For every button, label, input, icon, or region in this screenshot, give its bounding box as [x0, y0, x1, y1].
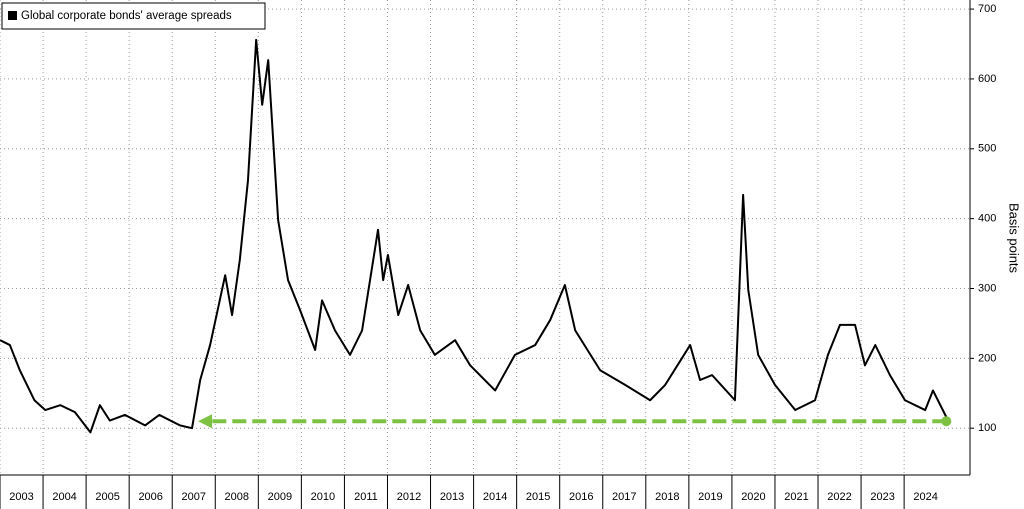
legend-swatch — [8, 11, 17, 20]
y-tick-label: 100 — [978, 422, 996, 434]
x-tick-label: 2009 — [268, 491, 292, 503]
y-axis-label: Basis points — [1007, 203, 1022, 274]
x-tick-label: 2011 — [354, 491, 378, 503]
x-tick-label: 2012 — [397, 491, 421, 503]
y-tick-label: 200 — [978, 352, 996, 364]
y-tick-label: 500 — [978, 143, 996, 155]
legend-box — [1, 2, 266, 30]
x-tick-label: 2008 — [225, 491, 249, 503]
x-tick-label: 2005 — [95, 491, 119, 503]
grid — [0, 0, 970, 475]
x-tick-label: 2006 — [138, 491, 162, 503]
x-tick-label: 2015 — [526, 491, 550, 503]
x-tick-label: 2021 — [784, 491, 808, 503]
x-tick-label: 2023 — [870, 491, 894, 503]
x-tick-label: 2004 — [52, 491, 76, 503]
y-tick-label: 300 — [978, 282, 996, 294]
x-tick-label: 2007 — [181, 491, 205, 503]
x-tick-label: 2013 — [440, 491, 464, 503]
series-line — [0, 38, 949, 434]
x-tick-label: 2019 — [698, 491, 722, 503]
x-tick-label: 2017 — [612, 491, 636, 503]
arrow-head — [198, 414, 213, 429]
legend-label: Global corporate bonds' average spreads — [21, 10, 232, 22]
marks — [0, 38, 952, 434]
y-tick-label: 600 — [978, 73, 996, 85]
x-tick-label: 2020 — [741, 491, 765, 503]
arrow-end — [941, 416, 952, 427]
x-tick-label: 2016 — [569, 491, 593, 503]
x-tick-label: 2022 — [827, 491, 851, 503]
y-tick-label: 400 — [978, 213, 996, 225]
x-tick-label: 2003 — [9, 491, 33, 503]
x-tick-label: 2014 — [483, 491, 507, 503]
axes: 100 200 300 400 500 600 700 2003 2004 2005 2006 200… — [0, 0, 996, 509]
plot-area — [0, 0, 970, 475]
y-tick-label: 700 — [978, 3, 996, 15]
x-tick-label: 2018 — [655, 491, 679, 503]
x-tick-label: 2010 — [311, 491, 335, 503]
x-tick-label: 2024 — [913, 491, 937, 503]
